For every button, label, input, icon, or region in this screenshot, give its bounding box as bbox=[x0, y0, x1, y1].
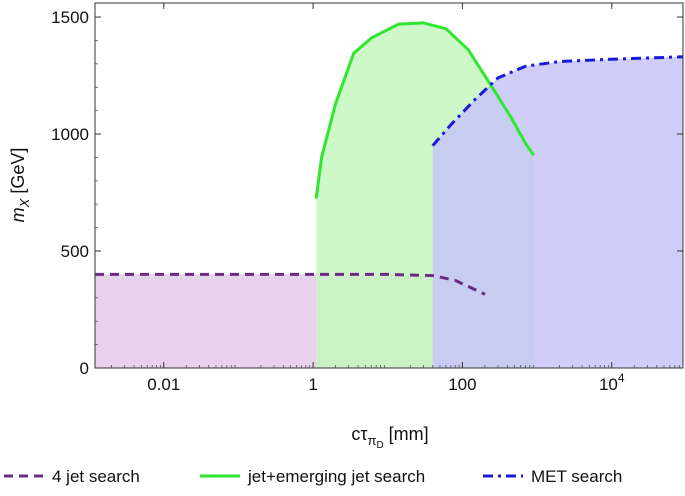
y-tick-label: 1500 bbox=[51, 8, 89, 27]
legend-label-4-jet-search: 4 jet search bbox=[52, 467, 140, 486]
line-met-search bbox=[431, 55, 684, 147]
x-tick-label: 0.01 bbox=[147, 375, 180, 394]
y-tick-label: 1000 bbox=[51, 125, 89, 144]
x-axis-label: cτπD [mm] bbox=[351, 424, 428, 451]
x-axis-label-unit: [mm] bbox=[389, 424, 429, 444]
axis-ticks: 0.01 1 100 104 0 500 1000 1500 bbox=[51, 3, 684, 394]
x-tick-label: 1 bbox=[308, 375, 317, 394]
area-met-search bbox=[432, 56, 683, 369]
x-tick-label: 104 bbox=[599, 371, 625, 394]
legend-label-met-search: MET search bbox=[531, 467, 622, 486]
x-axis-label-main: cτ bbox=[351, 424, 367, 444]
series-lines bbox=[95, 21, 684, 296]
line-jet-emerging-jet-search bbox=[314, 21, 535, 199]
legend-label-jet-emerging-jet-search: jet+emerging jet search bbox=[247, 467, 425, 486]
x-axis-label-subsub: D bbox=[376, 440, 383, 451]
x-axis-label-sub: π bbox=[367, 433, 376, 448]
legend: 4 jet search jet+emerging jet search MET s… bbox=[4, 467, 622, 486]
y-axis-label: mX [GeV] bbox=[8, 148, 32, 223]
y-axis-label-sub: X bbox=[17, 197, 32, 208]
y-tick-label: 500 bbox=[61, 242, 89, 261]
plot-frame bbox=[94, 2, 684, 369]
area-fills bbox=[95, 22, 683, 369]
y-axis-label-main: m bbox=[8, 207, 28, 222]
y-tick-label: 0 bbox=[80, 359, 89, 378]
line-4-jet-search bbox=[95, 272, 486, 296]
y-axis-label-unit: [GeV] bbox=[8, 148, 28, 194]
x-tick-label: 100 bbox=[448, 375, 476, 394]
